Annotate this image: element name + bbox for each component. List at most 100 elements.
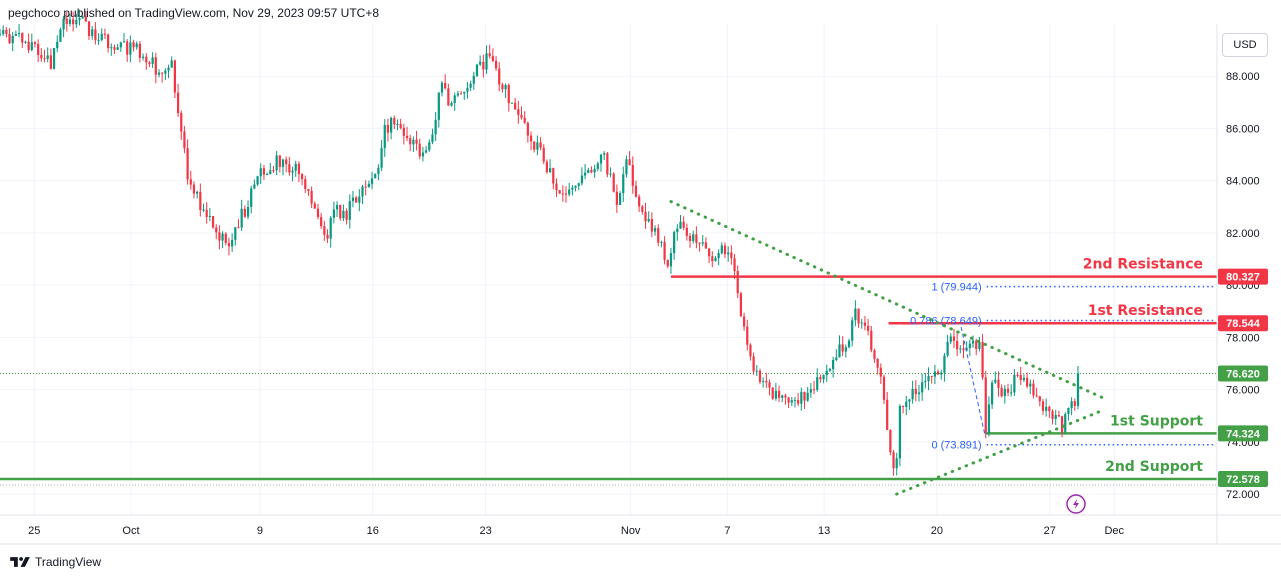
candle-body (857, 308, 860, 324)
candle-body (21, 32, 24, 43)
candle-body (555, 183, 558, 191)
candle-body (1070, 401, 1073, 409)
level-label: 1st Support (1110, 413, 1203, 429)
time-tick-label: Oct (122, 525, 139, 537)
candle-body (100, 33, 103, 40)
candle-body (186, 148, 189, 180)
candle-body (965, 347, 968, 351)
candle-body (936, 371, 940, 375)
price-tick-label: 88.000 (1226, 71, 1260, 83)
candle-body (978, 341, 981, 349)
candle-body (1032, 383, 1035, 396)
candle-body (145, 56, 148, 63)
candle-body (793, 400, 797, 402)
level-badge-text: 78.544 (1226, 318, 1261, 330)
candle-body (358, 196, 361, 203)
candle-body (75, 19, 78, 25)
candle-body (421, 152, 425, 157)
candle-body (437, 92, 440, 120)
candle-body (202, 209, 205, 211)
candle-body (631, 164, 634, 186)
candle-body (294, 163, 297, 171)
candle-body (466, 87, 469, 92)
candle-body (707, 248, 711, 257)
candle-body (991, 382, 994, 405)
candle-body (981, 341, 984, 378)
candle-body (192, 184, 196, 194)
candle-body (876, 358, 879, 368)
candle-body (396, 124, 399, 126)
candle-body (603, 153, 606, 155)
candle-body (895, 458, 898, 469)
candle-body (695, 234, 698, 243)
candle-body (545, 161, 549, 173)
candle-body (418, 143, 421, 157)
lightning-bolt (1073, 498, 1079, 510)
candle-body (1022, 377, 1026, 380)
time-tick-label: 20 (931, 525, 943, 537)
candle-body (825, 370, 828, 376)
candle-body (440, 82, 444, 93)
candle-body (676, 228, 679, 233)
level-label: 1st Resistance (1088, 303, 1203, 319)
candle-body (415, 139, 418, 144)
candle-body (593, 168, 596, 173)
candle-body (135, 43, 138, 48)
candle-body (797, 400, 800, 404)
candle-body (262, 168, 266, 175)
candle-body (685, 227, 688, 236)
candle-body (739, 293, 743, 317)
candle-body (256, 176, 259, 185)
candle-body (0, 33, 2, 35)
candle-body (838, 344, 841, 358)
candle-body (800, 391, 803, 404)
candle-body (917, 392, 921, 395)
candle-body (119, 42, 122, 48)
candle-body (399, 124, 402, 128)
brand-name[interactable]: TradingView (35, 555, 102, 569)
candle-body (208, 216, 211, 218)
time-tick-label: 7 (724, 525, 730, 537)
candle-body (205, 209, 208, 217)
currency-button[interactable]: USD (1222, 33, 1268, 57)
candle-body (383, 124, 386, 149)
candle-body (698, 242, 701, 244)
last-price-badge-bg (1218, 365, 1268, 382)
time-axis[interactable]: 25 Oct 9 16 23 Nov 7 13 20 27 Dec (28, 525, 1124, 537)
fib-level-label: 1 (79.944) (931, 282, 981, 294)
candle-body (644, 211, 647, 222)
price-tick-label: 78.000 (1226, 332, 1260, 344)
candle-body (673, 232, 676, 254)
candle-body (1067, 408, 1070, 414)
candle-body (803, 391, 806, 401)
candle-body (17, 32, 21, 35)
candle-body (501, 84, 504, 90)
candle-body (307, 189, 310, 191)
candle-body (348, 201, 351, 220)
candle-body (1076, 373, 1080, 406)
candle-body (342, 210, 345, 219)
candle-body (777, 390, 781, 398)
candle-body (269, 170, 272, 175)
tradingview-logo-icon[interactable] (10, 556, 30, 568)
candle-body (56, 41, 59, 49)
candle-body (987, 404, 991, 434)
candle-body (975, 340, 978, 349)
candle-body (841, 344, 844, 352)
candle-body (571, 187, 574, 190)
candle-body (224, 233, 227, 243)
candle-body (609, 173, 612, 175)
candle-body (402, 127, 405, 136)
candle-body (291, 170, 294, 173)
candle-body (491, 56, 494, 61)
candle-body (107, 34, 110, 49)
candle-body (901, 405, 905, 407)
candle-body (583, 172, 587, 176)
candle-body (304, 179, 307, 190)
candle-body (956, 341, 959, 350)
lightning-icon[interactable] (1066, 494, 1086, 514)
candle-body (40, 54, 43, 59)
logo-slash (20, 557, 30, 567)
price-axis[interactable]: 72.00074.00076.00078.00080.00082.00084.0… (1226, 71, 1260, 501)
